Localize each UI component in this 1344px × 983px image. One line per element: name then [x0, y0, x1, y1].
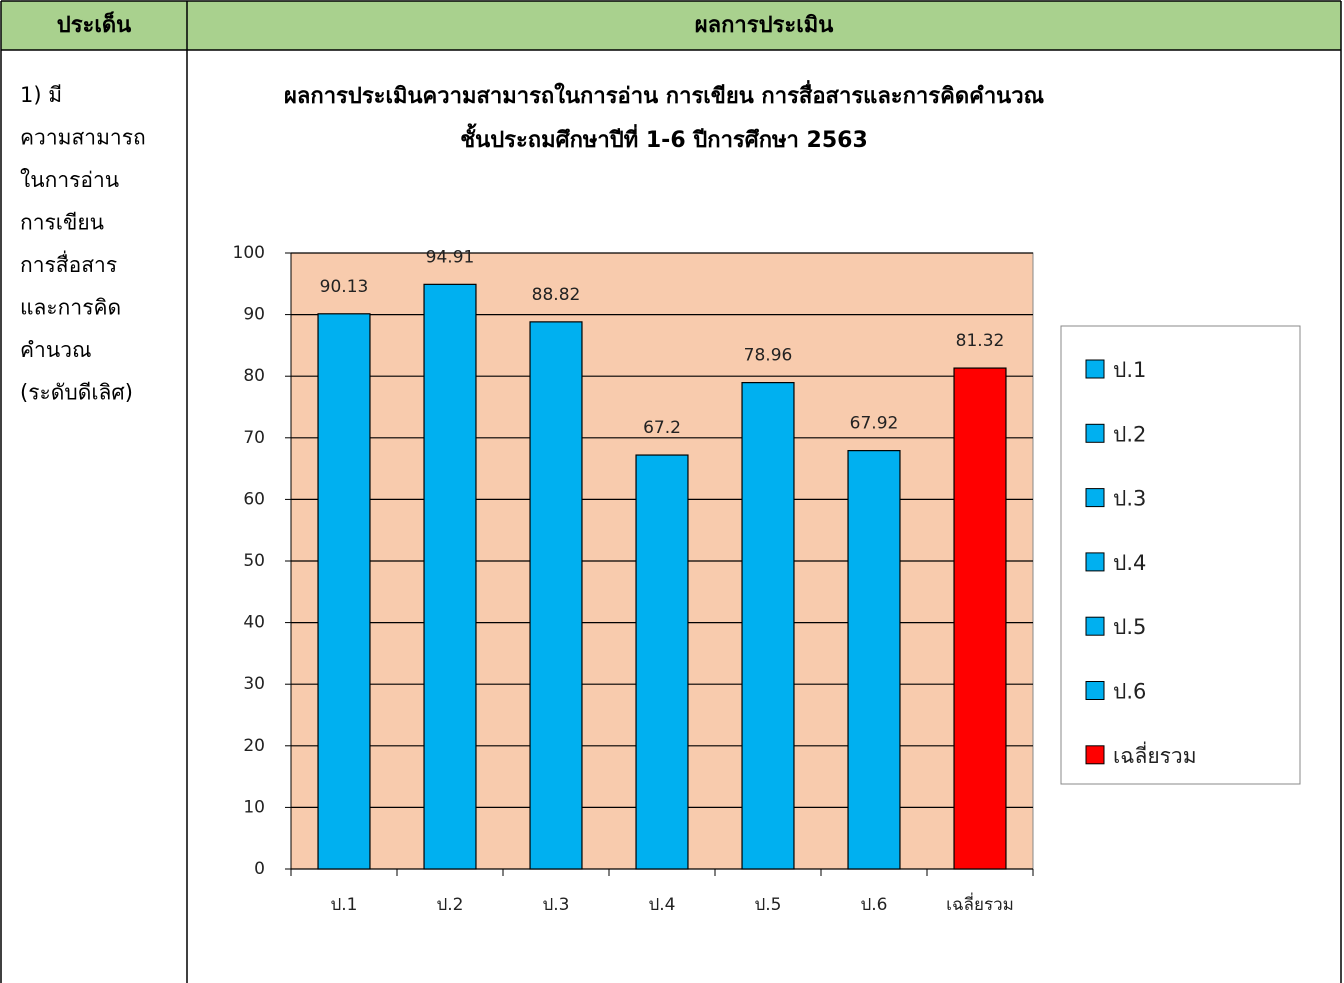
legend-label: ป.4	[1113, 551, 1146, 575]
cell-text: ในการอ่าน	[20, 168, 119, 192]
bar	[317, 313, 371, 870]
legend-swatch	[1085, 423, 1105, 443]
y-tick-label: 30	[243, 674, 265, 694]
x-tick-label: ป.3	[542, 895, 569, 915]
legend-label: ป.3	[1113, 487, 1146, 511]
y-tick-label: 40	[243, 613, 265, 633]
bar	[953, 367, 1007, 870]
bar	[423, 283, 477, 870]
bar	[529, 321, 583, 870]
legend-swatch	[1085, 745, 1105, 765]
y-tick-label: 70	[243, 428, 265, 448]
x-tick-label: ป.1	[330, 895, 357, 915]
legend-swatch	[1085, 488, 1105, 508]
y-tick-label: 20	[243, 736, 265, 756]
data-label: 67.2	[643, 418, 681, 438]
data-label: 90.13	[320, 277, 369, 297]
x-tick-label: ป.6	[860, 895, 887, 915]
legend-swatch	[1085, 616, 1105, 636]
legend-label: ป.6	[1113, 680, 1146, 704]
legend-swatch	[1085, 552, 1105, 572]
data-label: 94.91	[426, 247, 475, 267]
x-tick-label: ป.2	[436, 895, 463, 915]
y-tick-label: 0	[254, 859, 265, 879]
y-tick-label: 100	[233, 243, 265, 263]
legend-label: ป.5	[1113, 615, 1146, 639]
data-label: 81.32	[956, 331, 1005, 351]
cell-text: และการคิด	[20, 296, 121, 320]
chart-title: ผลการประเมินความสามารถในการอ่าน การเขียน…	[284, 79, 1044, 109]
data-label: 78.96	[744, 346, 793, 366]
header-row	[1, 1, 1341, 50]
header-cell: ประเด็น	[57, 10, 131, 38]
bar	[635, 454, 689, 870]
cell-text: (ระดับดีเลิศ)	[20, 381, 133, 405]
chart-title: ชั้นประถมศึกษาปีที่ 1-6 ปีการศึกษา 2563	[460, 123, 868, 153]
cell-text: ความสามารถ	[20, 126, 146, 150]
x-tick-label: ป.5	[754, 895, 781, 915]
bar	[741, 382, 795, 870]
cell-text: การเขียน	[20, 211, 104, 235]
x-tick-label: ป.4	[648, 895, 675, 915]
cell-text: คำนวณ	[20, 338, 91, 362]
cell-text: 1) มี	[20, 83, 62, 107]
y-tick-label: 80	[243, 366, 265, 386]
legend-label: ป.1	[1113, 358, 1146, 382]
data-label: 67.92	[850, 414, 899, 434]
y-tick-label: 90	[243, 305, 265, 325]
data-label: 88.82	[532, 285, 581, 305]
legend-label: เฉลี่ยรวม	[1113, 741, 1197, 768]
header-cell: ผลการประเมิน	[695, 13, 834, 38]
bar	[847, 450, 901, 870]
y-tick-label: 50	[243, 551, 265, 571]
cell-text: การสื่อสาร	[20, 250, 117, 277]
legend-swatch	[1085, 681, 1105, 700]
legend-swatch	[1085, 359, 1105, 379]
y-tick-label: 10	[243, 797, 265, 817]
legend-label: ป.2	[1113, 422, 1146, 446]
y-tick-label: 60	[243, 489, 265, 509]
x-tick-label: เฉลี่ยรวม	[946, 892, 1014, 915]
